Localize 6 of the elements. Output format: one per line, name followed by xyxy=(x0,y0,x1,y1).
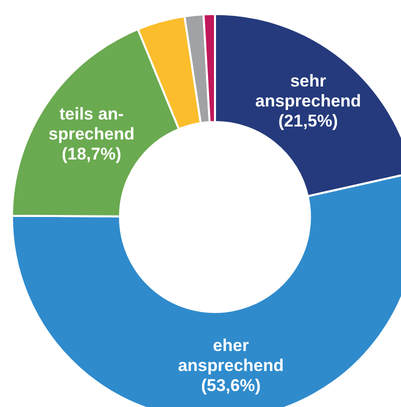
data-label: (53,6%) xyxy=(201,376,261,395)
slice-label: sehr ansprechend xyxy=(255,71,362,110)
slice-label: eher ansprechend xyxy=(178,336,284,375)
data-label: (21,5%) xyxy=(278,111,338,130)
slice-label: teils an- sprechend xyxy=(48,104,134,144)
data-label: (18,7%) xyxy=(62,144,122,164)
